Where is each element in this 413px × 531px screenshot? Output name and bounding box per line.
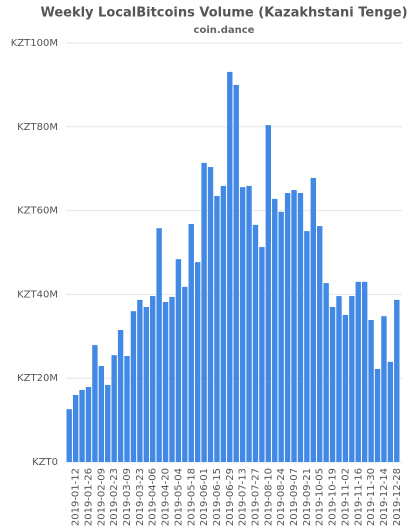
bar — [394, 299, 400, 462]
bar — [246, 185, 252, 462]
bar — [265, 125, 272, 463]
bar — [169, 296, 175, 462]
bar — [233, 84, 239, 463]
bar — [227, 71, 233, 462]
bar — [72, 394, 79, 462]
bar — [85, 386, 92, 462]
bar — [317, 226, 323, 462]
bar — [297, 193, 304, 462]
bar — [336, 296, 342, 462]
y-tick-label: KZT40M — [17, 289, 58, 300]
x-tick-label: 2019-06-29 — [225, 468, 236, 526]
x-tick-label: 2019-08-10 — [263, 468, 274, 526]
bar — [137, 299, 143, 462]
x-tick-label: 2019-07-13 — [238, 468, 249, 526]
x-tick-label: 2019-07-27 — [250, 468, 261, 526]
x-tick-label: 2019-02-09 — [96, 468, 107, 526]
bar — [259, 247, 265, 462]
bar — [66, 409, 72, 462]
chart-title: Weekly LocalBitcoins Volume (Kazakhstani… — [40, 6, 407, 21]
bar — [162, 301, 169, 462]
bar — [130, 311, 137, 462]
bar — [117, 330, 124, 462]
bar — [182, 286, 188, 462]
bar — [284, 193, 291, 462]
y-tick-label: KZT80M — [17, 122, 58, 133]
bar — [368, 319, 374, 462]
bar — [207, 167, 214, 463]
bar — [79, 389, 85, 462]
x-tick-label: 2019-08-24 — [276, 468, 287, 526]
bar — [150, 296, 156, 462]
bar — [188, 224, 194, 462]
y-tick-label: KZT20M — [17, 373, 58, 384]
x-tick-label: 2019-06-15 — [212, 468, 223, 526]
bar — [361, 281, 368, 462]
x-tick-label: 2019-11-16 — [353, 468, 364, 526]
x-tick-label: 2019-01-26 — [83, 468, 94, 526]
x-tick-label: 2019-06-01 — [199, 468, 210, 526]
bar — [349, 296, 355, 462]
x-tick-label: 2019-12-14 — [379, 468, 390, 526]
x-tick-label: 2019-09-07 — [289, 468, 300, 526]
x-tick-label: 2019-01-12 — [71, 468, 82, 526]
bar — [92, 345, 98, 462]
bar — [342, 314, 349, 462]
bar — [329, 306, 336, 462]
bar — [252, 224, 259, 462]
bar — [175, 259, 182, 462]
bar — [214, 195, 220, 462]
x-tick-label: 2019-09-21 — [302, 468, 313, 526]
y-tick-label: KZT100M — [11, 38, 58, 49]
x-tick-label: 2019-04-06 — [148, 468, 159, 526]
bar — [291, 190, 297, 462]
x-tick-label: 2019-04-20 — [161, 468, 172, 526]
bar — [220, 185, 227, 462]
bar — [156, 228, 162, 462]
bar — [387, 361, 394, 462]
x-tick-label: 2019-11-30 — [366, 468, 377, 526]
bar — [201, 162, 207, 463]
x-tick-label: 2019-10-19 — [328, 468, 339, 526]
x-tick-label: 2019-05-04 — [173, 468, 184, 526]
bar — [310, 177, 316, 462]
chart-subtitle: coin.dance — [194, 25, 255, 36]
x-tick-label: 2019-12-28 — [392, 468, 403, 526]
x-tick-label: 2019-03-23 — [135, 468, 146, 526]
bar — [124, 355, 130, 462]
y-tick-label: KZT0 — [32, 457, 58, 468]
bar — [381, 316, 387, 462]
bar — [355, 281, 361, 462]
bar — [111, 355, 117, 462]
x-tick-label: 2019-02-23 — [109, 468, 120, 526]
x-tick-label: 2019-03-09 — [122, 468, 133, 526]
bar — [374, 368, 381, 462]
bar — [323, 283, 329, 462]
bar — [143, 306, 149, 462]
x-tick-label: 2019-11-02 — [340, 468, 351, 526]
bar — [98, 366, 105, 462]
y-tick-label: KZT60M — [17, 206, 58, 217]
bar — [278, 211, 284, 462]
x-tick-label: 2019-10-05 — [315, 468, 326, 526]
bar — [239, 187, 246, 463]
bar — [105, 384, 111, 462]
bar — [304, 231, 310, 462]
x-tick-label: 2019-05-18 — [186, 468, 197, 526]
bar — [194, 262, 201, 462]
bar — [272, 198, 278, 463]
